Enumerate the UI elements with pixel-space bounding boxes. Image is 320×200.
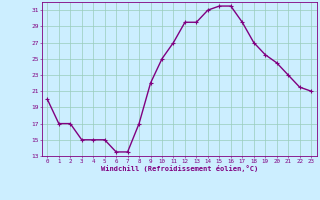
X-axis label: Windchill (Refroidissement éolien,°C): Windchill (Refroidissement éolien,°C) — [100, 165, 258, 172]
